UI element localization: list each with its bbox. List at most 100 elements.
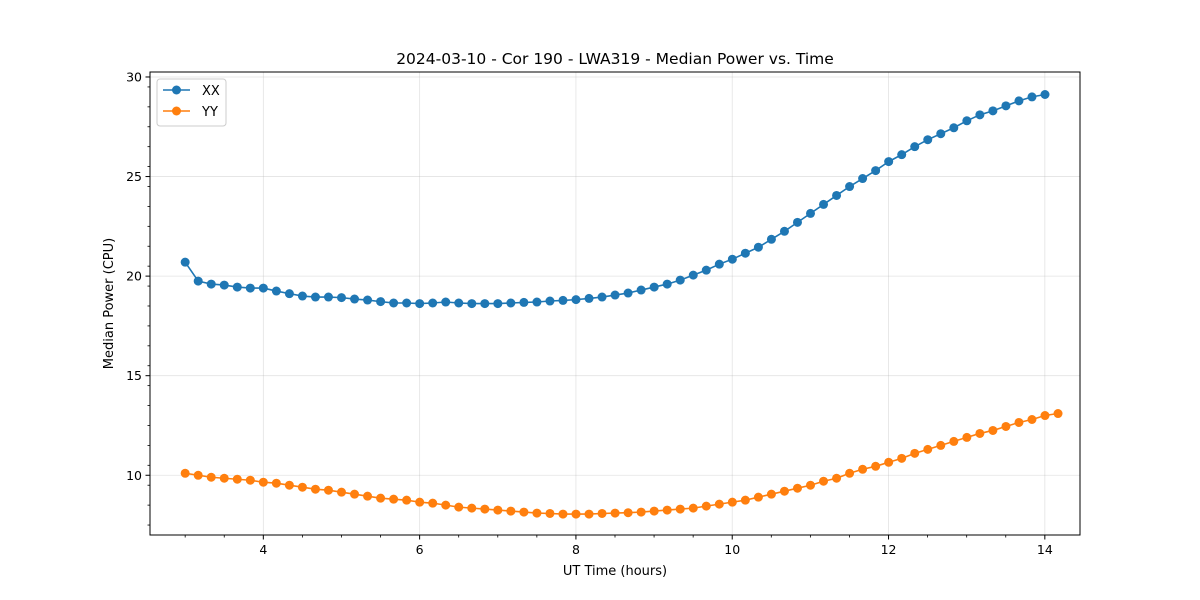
data-point-xx xyxy=(662,279,672,289)
data-point-yy xyxy=(584,509,594,519)
data-point-xx xyxy=(441,297,451,307)
data-point-xx xyxy=(714,259,724,269)
data-point-xx xyxy=(1014,96,1024,106)
data-point-xx xyxy=(1027,92,1037,102)
data-point-yy xyxy=(727,497,737,507)
data-point-yy xyxy=(910,448,920,458)
data-point-yy xyxy=(219,473,229,483)
data-point-xx xyxy=(532,297,542,307)
data-point-xx xyxy=(480,299,490,309)
data-point-xx xyxy=(845,182,855,192)
data-point-xx xyxy=(871,166,881,176)
data-point-yy xyxy=(1001,421,1011,431)
data-point-xx xyxy=(232,282,242,292)
data-point-yy xyxy=(923,444,933,454)
x-axis-ticks: 4 6 8 10 12 14 xyxy=(184,535,1053,557)
chart-title: 2024-03-10 - Cor 190 - LWA319 - Median P… xyxy=(396,50,834,68)
data-point-yy xyxy=(1040,411,1050,421)
data-point-yy xyxy=(779,486,789,496)
x-tick-label: 12 xyxy=(881,542,897,557)
data-point-yy xyxy=(962,432,972,442)
series-layer xyxy=(180,90,1063,519)
data-point-xx xyxy=(245,283,255,293)
data-point-yy xyxy=(297,482,307,492)
data-point-xx xyxy=(363,295,373,305)
data-point-xx xyxy=(884,157,894,167)
legend-xx-label: XX xyxy=(202,84,220,99)
data-point-xx xyxy=(558,295,568,305)
data-point-xx xyxy=(623,288,633,298)
data-point-yy xyxy=(792,483,802,493)
data-point-yy xyxy=(245,475,255,485)
data-point-xx xyxy=(923,135,933,145)
data-point-xx xyxy=(910,142,920,152)
data-point-yy xyxy=(1027,415,1037,424)
data-point-yy xyxy=(897,453,907,463)
data-point-yy xyxy=(323,485,333,495)
data-point-yy xyxy=(376,493,386,503)
data-point-xx xyxy=(962,116,972,126)
x-tick-label: 10 xyxy=(724,542,740,557)
x-axis-label: UT Time (hours) xyxy=(563,564,667,579)
data-point-yy xyxy=(271,478,281,488)
data-point-yy xyxy=(1014,417,1024,427)
data-point-xx xyxy=(584,293,594,303)
data-point-yy xyxy=(975,428,985,438)
data-point-xx xyxy=(936,129,946,139)
y-tick-label: 30 xyxy=(126,69,142,84)
data-point-yy xyxy=(675,504,685,514)
data-point-xx xyxy=(415,299,425,309)
data-point-xx xyxy=(806,208,815,218)
data-point-yy xyxy=(363,491,373,501)
data-point-xx xyxy=(779,226,789,236)
data-point-xx xyxy=(284,289,294,299)
y-tick-label: 15 xyxy=(126,368,142,383)
data-point-yy xyxy=(806,480,815,490)
data-point-xx xyxy=(1040,90,1050,99)
data-point-xx xyxy=(858,174,868,184)
data-point-xx xyxy=(819,199,829,209)
data-point-xx xyxy=(701,265,711,275)
data-point-xx xyxy=(219,280,229,290)
data-point-xx xyxy=(402,298,412,308)
legend-yy-marker xyxy=(172,106,181,116)
data-point-yy xyxy=(402,495,412,505)
data-point-yy xyxy=(766,489,776,499)
data-point-yy xyxy=(832,473,842,483)
y-axis-label: Median Power (CPU) xyxy=(102,238,117,369)
data-point-xx xyxy=(389,298,399,308)
data-point-yy xyxy=(180,468,190,478)
data-point-xx xyxy=(792,217,802,227)
data-point-yy xyxy=(845,468,855,478)
data-point-yy xyxy=(467,503,477,513)
data-point-yy xyxy=(480,504,490,514)
data-point-yy xyxy=(506,506,516,516)
data-point-xx xyxy=(376,297,386,307)
data-point-xx xyxy=(675,275,685,285)
data-point-yy xyxy=(936,440,946,450)
legend-yy-label: YY xyxy=(201,105,218,120)
y-tick-label: 20 xyxy=(126,269,142,284)
data-point-yy xyxy=(519,507,529,517)
data-point-xx xyxy=(193,276,203,286)
data-point-yy xyxy=(819,476,829,486)
data-point-xx xyxy=(310,292,320,302)
data-point-yy xyxy=(858,464,868,474)
data-point-yy xyxy=(310,484,320,494)
data-point-xx xyxy=(545,296,555,306)
data-point-yy xyxy=(558,509,568,519)
data-point-xx xyxy=(206,279,216,289)
data-point-yy xyxy=(610,508,620,518)
y-axis-ticks: 10 15 20 25 30 xyxy=(126,69,150,526)
data-point-xx xyxy=(636,285,646,295)
data-point-xx xyxy=(688,270,698,280)
data-point-yy xyxy=(688,503,698,513)
x-tick-label: 8 xyxy=(572,542,580,557)
data-point-xx xyxy=(350,294,360,304)
data-point-yy xyxy=(636,507,646,517)
data-point-yy xyxy=(571,509,581,519)
data-point-yy xyxy=(532,508,542,518)
data-point-xx xyxy=(1001,101,1011,111)
data-point-xx xyxy=(975,110,985,120)
data-point-xx xyxy=(949,123,959,133)
